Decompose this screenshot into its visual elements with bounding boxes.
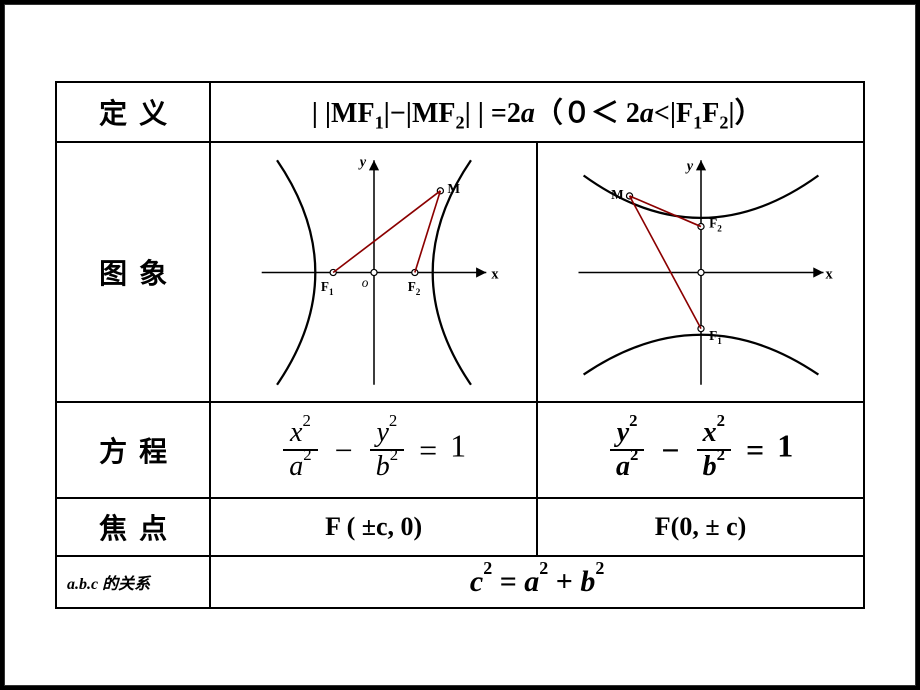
svg-text:y: y bbox=[357, 154, 366, 170]
cell-graph-vertical: x y F2 F1 M bbox=[537, 142, 864, 402]
cell-focus-left: F ( ±c, 0) bbox=[210, 498, 537, 556]
label-focus: 焦点 bbox=[56, 498, 210, 556]
row-graph: 图象 x y o F1 bbox=[56, 142, 864, 402]
svg-text:F2: F2 bbox=[407, 279, 420, 297]
row-relation: a.b.c 的关系 c2 = a2 + b2 bbox=[56, 556, 864, 608]
svg-text:F1: F1 bbox=[709, 328, 722, 346]
svg-text:x: x bbox=[825, 266, 833, 282]
hyperbola-horizontal-svg: x y o F1 F2 M bbox=[224, 150, 524, 395]
row-definition: 定义 | |MF1|−|MF2| | =2a（０＜ 2a<|F1F2|） bbox=[56, 82, 864, 143]
label-relation: a.b.c 的关系 bbox=[56, 556, 210, 608]
cell-definition-formula: | |MF1|−|MF2| | =2a（０＜ 2a<|F1F2|） bbox=[210, 82, 864, 143]
row-focus: 焦点 F ( ±c, 0) F(0, ± c) bbox=[56, 498, 864, 556]
svg-text:F2: F2 bbox=[709, 215, 722, 233]
svg-text:M: M bbox=[611, 187, 624, 202]
cell-graph-horizontal: x y o F1 F2 M bbox=[210, 142, 537, 402]
label-graph: 图象 bbox=[56, 142, 210, 402]
label-equation: 方程 bbox=[56, 402, 210, 498]
summary-table: 定义 | |MF1|−|MF2| | =2a（０＜ 2a<|F1F2|） 图象 … bbox=[55, 81, 865, 610]
row-equation: 方程 x2 a2 − y2 b2 = 1 y2 a2 − bbox=[56, 402, 864, 498]
cell-equation-left: x2 a2 − y2 b2 = 1 bbox=[210, 402, 537, 498]
slide-container: 定义 | |MF1|−|MF2| | =2a（０＜ 2a<|F1F2|） 图象 … bbox=[4, 4, 916, 686]
label-definition: 定义 bbox=[56, 82, 210, 143]
svg-text:o: o bbox=[361, 275, 368, 290]
svg-text:y: y bbox=[684, 158, 693, 174]
cell-equation-right: y2 a2 − x2 b2 = 1 bbox=[537, 402, 864, 498]
svg-text:x: x bbox=[491, 266, 499, 282]
cell-focus-right: F(0, ± c) bbox=[537, 498, 864, 556]
hyperbola-vertical-svg: x y F2 F1 M bbox=[551, 150, 851, 395]
cell-relation-formula: c2 = a2 + b2 bbox=[210, 556, 864, 608]
svg-text:F1: F1 bbox=[321, 279, 334, 297]
svg-text:M: M bbox=[447, 181, 460, 196]
